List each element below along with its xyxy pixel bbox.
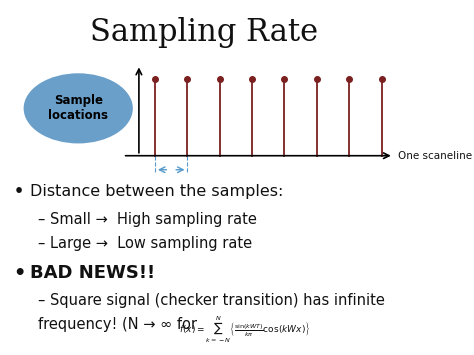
Text: – Large →  Low sampling rate: – Large → Low sampling rate xyxy=(38,236,252,251)
Text: One scaneline: One scaneline xyxy=(398,151,472,161)
Text: Sample
locations: Sample locations xyxy=(48,94,108,122)
Text: •: • xyxy=(14,264,26,283)
Text: Sampling Rate: Sampling Rate xyxy=(90,17,318,48)
Text: – Square signal (checker transition) has infinite: – Square signal (checker transition) has… xyxy=(38,293,385,307)
Text: Distance between the samples:: Distance between the samples: xyxy=(30,184,283,199)
Ellipse shape xyxy=(24,73,133,143)
Text: BAD NEWS!!: BAD NEWS!! xyxy=(30,264,155,283)
Text: frequency! (N → ∞ for: frequency! (N → ∞ for xyxy=(38,317,197,332)
Text: $f(x) = \sum_{k=-N}^{N} \left\{\frac{\sin(kWT)}{k\pi} \cos(kWx)\right\}$: $f(x) = \sum_{k=-N}^{N} \left\{\frac{\si… xyxy=(179,315,311,345)
Text: – Small →  High sampling rate: – Small → High sampling rate xyxy=(38,212,256,227)
Text: •: • xyxy=(14,184,24,199)
